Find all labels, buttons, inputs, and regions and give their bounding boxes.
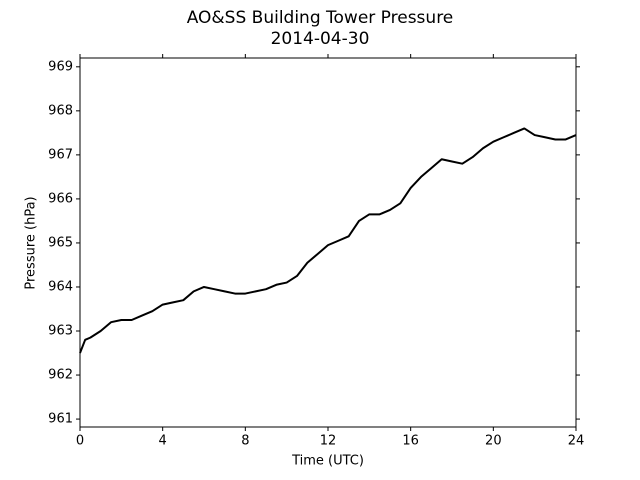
y-tick-label: 967 xyxy=(48,147,73,162)
y-tick-label: 963 xyxy=(48,324,73,339)
x-tick-label: 20 xyxy=(485,434,502,449)
y-tick-label: 961 xyxy=(48,412,73,427)
y-axis-label: Pressure (hPa) xyxy=(24,196,39,289)
y-tick-label: 965 xyxy=(48,235,73,250)
chart-subtitle: 2014-04-30 xyxy=(271,29,370,49)
y-tick-label: 962 xyxy=(48,368,73,383)
x-axis-label: Time (UTC) xyxy=(291,454,364,469)
x-tick-label: 16 xyxy=(402,434,419,449)
x-tick-label: 12 xyxy=(320,434,337,449)
x-tick-label: 4 xyxy=(159,434,167,449)
y-tick-label: 969 xyxy=(48,59,73,74)
x-tick-label: 8 xyxy=(241,434,249,449)
x-tick-label: 0 xyxy=(76,434,84,449)
x-tick-label: 24 xyxy=(568,434,585,449)
y-tick-label: 964 xyxy=(48,279,73,294)
chart-title: AO&SS Building Tower Pressure xyxy=(187,8,454,28)
y-tick-label: 968 xyxy=(48,103,73,118)
data-line xyxy=(79,127,577,354)
plot-frame xyxy=(79,57,577,428)
y-tick-label: 966 xyxy=(48,191,73,206)
